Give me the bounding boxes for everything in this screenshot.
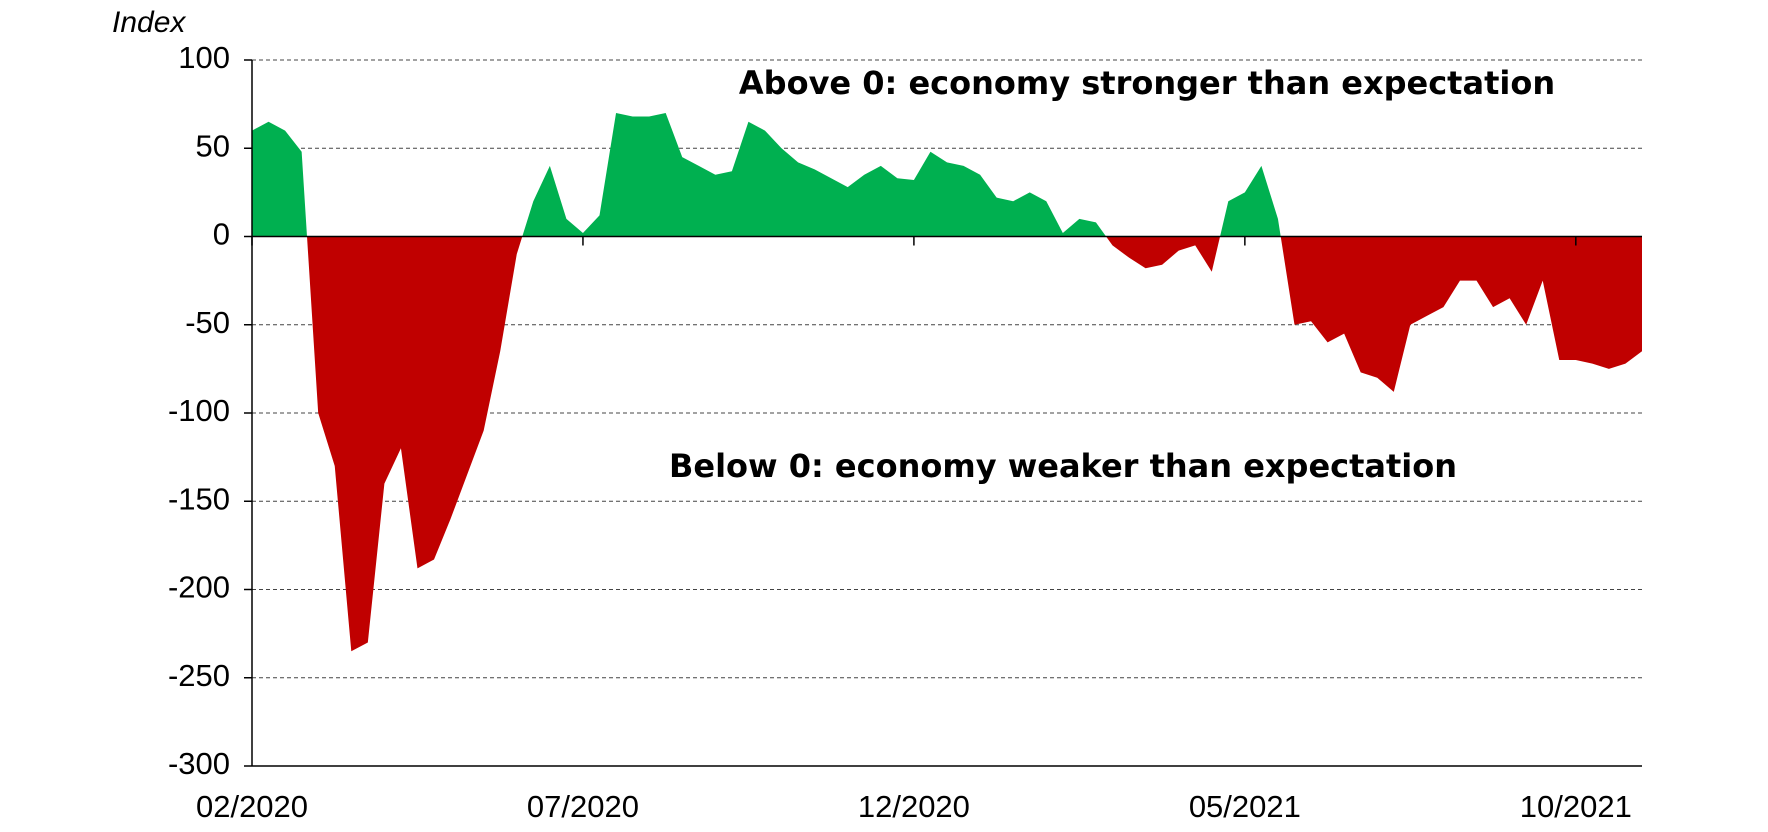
x-tick-label: 12/2020 <box>858 789 970 824</box>
y-axis-label: Index <box>112 6 186 39</box>
y-tick-label: 50 <box>196 128 230 163</box>
y-tick-label: 100 <box>178 40 230 75</box>
y-tick-label: 0 <box>213 217 230 252</box>
y-tick-label: -200 <box>168 570 230 605</box>
y-tick-label: -100 <box>168 393 230 428</box>
y-tick-label: -250 <box>168 658 230 693</box>
x-tick-label: 10/2021 <box>1520 789 1632 824</box>
area <box>252 112 1642 652</box>
x-tick-label: 07/2020 <box>527 789 639 824</box>
x-tick-label: 05/2021 <box>1189 789 1301 824</box>
x-tick-label: 02/2020 <box>196 789 308 824</box>
y-tick-label: -50 <box>185 305 230 340</box>
annotation: Above 0: economy stronger than expectati… <box>739 64 1555 102</box>
y-tick-label: -150 <box>168 481 230 516</box>
annotation: Below 0: economy weaker than expectation <box>669 447 1457 485</box>
y-tick-label: -300 <box>168 746 230 781</box>
